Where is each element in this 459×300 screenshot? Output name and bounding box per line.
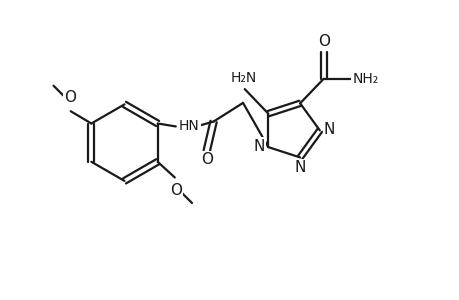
Text: N: N <box>294 160 305 175</box>
Text: H₂N: H₂N <box>230 71 256 85</box>
Text: N: N <box>323 122 335 137</box>
Text: O: O <box>169 183 181 198</box>
Text: O: O <box>64 91 76 106</box>
Text: N: N <box>253 139 264 154</box>
Text: HN: HN <box>178 119 199 134</box>
Text: O: O <box>200 152 212 167</box>
Text: O: O <box>317 34 329 50</box>
Text: NH₂: NH₂ <box>352 72 378 86</box>
